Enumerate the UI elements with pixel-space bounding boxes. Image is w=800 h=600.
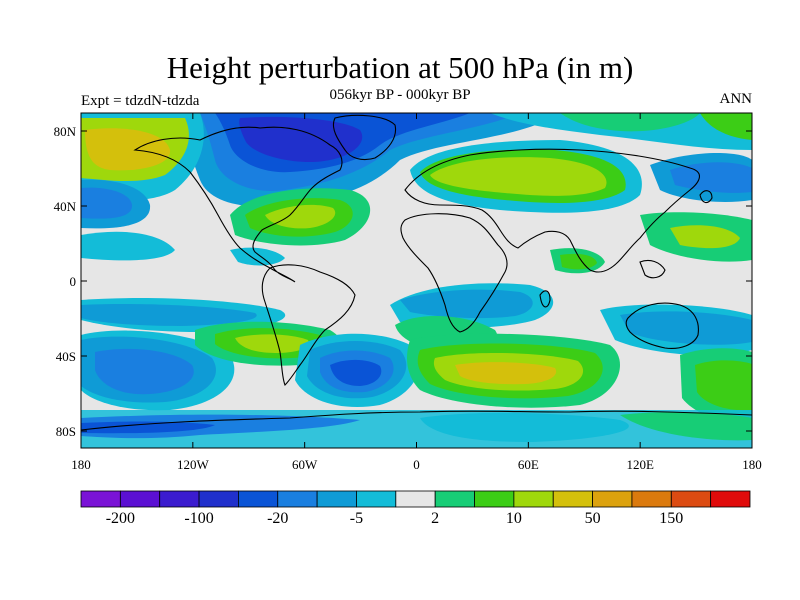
height-field: [81, 113, 752, 448]
colorbar-swatch: [670, 490, 712, 508]
colorbar-swatch: [80, 490, 121, 508]
x-tick-label: 180: [71, 457, 91, 472]
axis-ticks: 180 120W 60W 0 60E 120E 180 80N 40N 0 40S 80S: [54, 113, 762, 472]
y-tick-label: 40S: [56, 349, 76, 364]
colorbar-swatch: [316, 490, 357, 508]
pacific-positive-anomaly: [81, 113, 204, 229]
colorbar-label: 2: [431, 510, 439, 527]
colorbar-swatch: [238, 490, 279, 508]
colorbar-label: -20: [267, 510, 288, 527]
north-america-coastline: [133, 126, 343, 283]
colorbar-label: 50: [585, 510, 601, 527]
antarctica-coastline: [81, 410, 752, 431]
south-america-coastline: [261, 264, 356, 386]
australia-coastline: [625, 302, 699, 349]
y-tick-label: 80N: [54, 124, 77, 139]
colorbar-swatch: [119, 490, 161, 508]
y-tick-label: 40N: [54, 199, 77, 214]
colorbar-label: 10: [506, 510, 522, 527]
x-tick-label: 0: [413, 457, 420, 472]
colorbar-swatch: [552, 490, 593, 508]
atlantic-positive-anomaly: [230, 188, 371, 246]
colorbar-label: -5: [350, 510, 363, 527]
colorbar-swatch: [356, 490, 397, 508]
eurasia-coastline: [404, 148, 700, 273]
africa-coastline: [400, 213, 508, 333]
chart-title: Height perturbation at 500 hPa (in m): [166, 50, 634, 85]
x-tick-label: 60W: [292, 457, 318, 472]
colorbar-swatch: [631, 490, 672, 508]
colorbar-label: -100: [184, 510, 213, 527]
colorbar-swatch: [592, 490, 633, 508]
southern-anomalies: [81, 304, 752, 448]
y-tick-label: 80S: [56, 424, 76, 439]
colorbar-swatch: [277, 490, 318, 508]
experiment-label: Expt = tdzdN-tdzda: [81, 93, 200, 109]
colorbar-label: -200: [106, 510, 135, 527]
north-america-negative-anomaly: [185, 113, 560, 207]
eurasia-positive-anomaly: [410, 113, 752, 262]
colorbar-swatch: [513, 490, 554, 508]
x-tick-label: 180: [742, 457, 762, 472]
colorbar-swatch: [434, 490, 475, 508]
season-label: ANN: [719, 91, 753, 107]
colorbar-label: 150: [659, 510, 683, 527]
colorbar-swatch: [395, 490, 436, 508]
greenland-coastline: [332, 114, 397, 161]
x-tick-label: 120W: [177, 457, 210, 472]
colorbar-swatch: [159, 490, 200, 508]
y-tick-label: 0: [70, 274, 77, 289]
chart-subtitle: 056kyr BP - 000kyr BP: [329, 87, 471, 103]
colorbar: -200 -100 -20 -5 2 10 50 150: [80, 490, 751, 527]
x-tick-label: 60E: [518, 457, 539, 472]
coastlines: [81, 114, 752, 431]
colorbar-swatch: [474, 490, 515, 508]
colorbar-swatch: [198, 490, 239, 508]
asian-islands-coastline: [539, 190, 713, 308]
colorbar-swatch: [710, 490, 751, 508]
x-tick-label: 120E: [626, 457, 654, 472]
